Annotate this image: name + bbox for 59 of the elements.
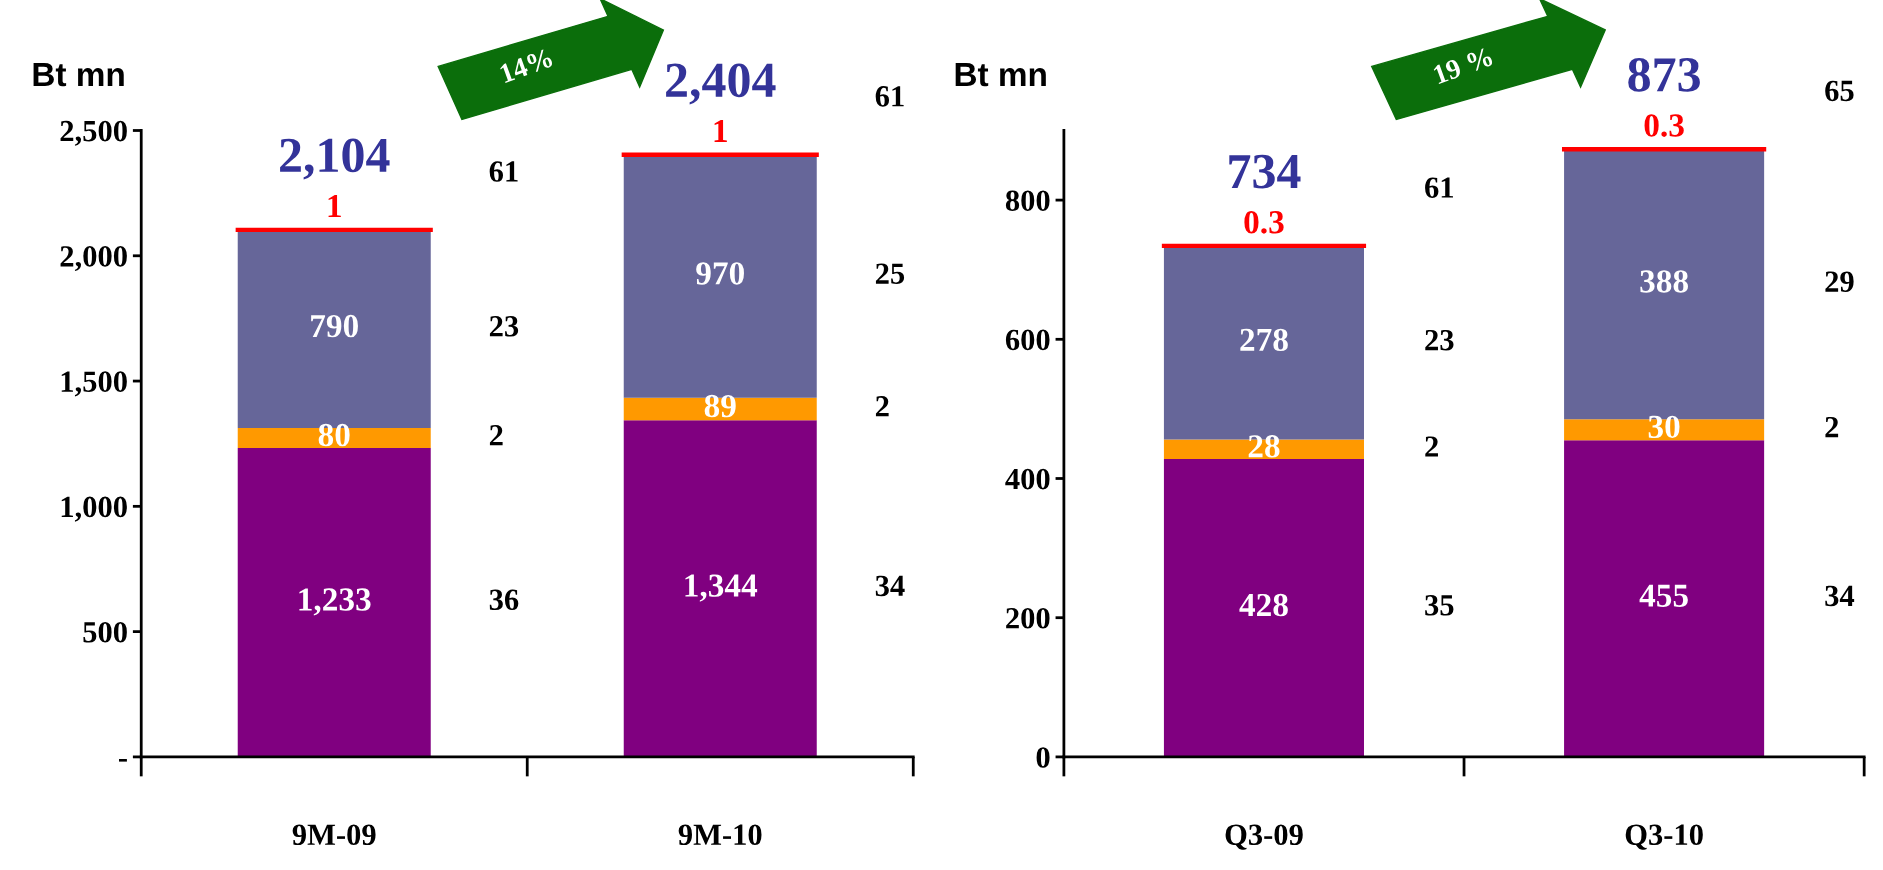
annotation: 25 (875, 263, 905, 284)
bar (1163, 459, 1364, 757)
text: 19 % (1432, 46, 1494, 85)
data-label: 1,344 (685, 574, 758, 602)
data-label: 1,233 (299, 588, 371, 616)
data-label: 0.3 (1644, 114, 1684, 137)
bar (237, 447, 431, 757)
total-label: 734 (1229, 154, 1301, 189)
y-tick-label: 1,000 (61, 496, 127, 522)
annotation: 23 (1425, 329, 1454, 351)
data-label: 1 (328, 195, 341, 218)
data-label: 89 (704, 394, 736, 418)
annotation: 2 (489, 425, 503, 446)
data-label: 388 (1640, 270, 1688, 293)
data-label: 28 (1248, 435, 1280, 458)
y-tick-label: 1,500 (61, 371, 127, 397)
data-label: 30 (1648, 415, 1680, 439)
bar (1564, 440, 1765, 757)
annotation: 34 (875, 575, 905, 597)
y-axis-title: Bt mn (955, 63, 1046, 87)
annotation: 2 (875, 396, 889, 417)
annotation: 34 (1825, 585, 1855, 607)
y-tick-label: 600 (1005, 329, 1050, 351)
text: 65 (1825, 80, 1854, 102)
annotation: 2 (1825, 416, 1839, 438)
y-tick-label: 400 (1005, 468, 1050, 490)
x-tick-label: Q3-09 (1225, 824, 1303, 850)
data-label: 1 (714, 119, 727, 142)
x-tick-label: 9M-10 (678, 824, 762, 846)
data-label: 278 (1240, 328, 1288, 352)
data-label: 428 (1239, 593, 1288, 617)
annotation: 61 (489, 161, 518, 182)
annotation: 35 (1425, 595, 1454, 616)
annotation: 29 (1825, 271, 1854, 292)
y-tick-label: 2,500 (60, 120, 127, 146)
bar (623, 420, 817, 757)
data-label: 0.3 (1244, 211, 1284, 234)
data-label: 80 (318, 423, 350, 447)
y-tick-label: 200 (1006, 607, 1050, 629)
annotation: 2 (1425, 436, 1438, 457)
y-tick-label: 500 (83, 621, 127, 643)
total-label: 873 (1628, 57, 1700, 92)
annotation: 36 (489, 589, 519, 611)
text: 14% (499, 48, 554, 84)
annotation: 23 (489, 316, 519, 337)
y-tick-label: - (118, 759, 127, 762)
x-tick-label: 9M-09 (292, 824, 376, 846)
y-tick-label: 2,000 (60, 246, 127, 272)
y-tick-label: 0 (1036, 747, 1050, 768)
data-label: 790 (311, 314, 358, 338)
x-tick-label: Q3-10 (1625, 824, 1703, 850)
y-tick-label: 800 (1005, 190, 1050, 211)
data-label: 455 (1639, 584, 1688, 607)
total-label: 2,104 (280, 138, 390, 180)
annotation: 61 (1425, 177, 1453, 198)
text: 61 (875, 86, 904, 107)
data-label: 970 (696, 262, 744, 285)
y-axis-title: Bt mn (33, 63, 124, 87)
total-label: 2,404 (666, 63, 776, 105)
